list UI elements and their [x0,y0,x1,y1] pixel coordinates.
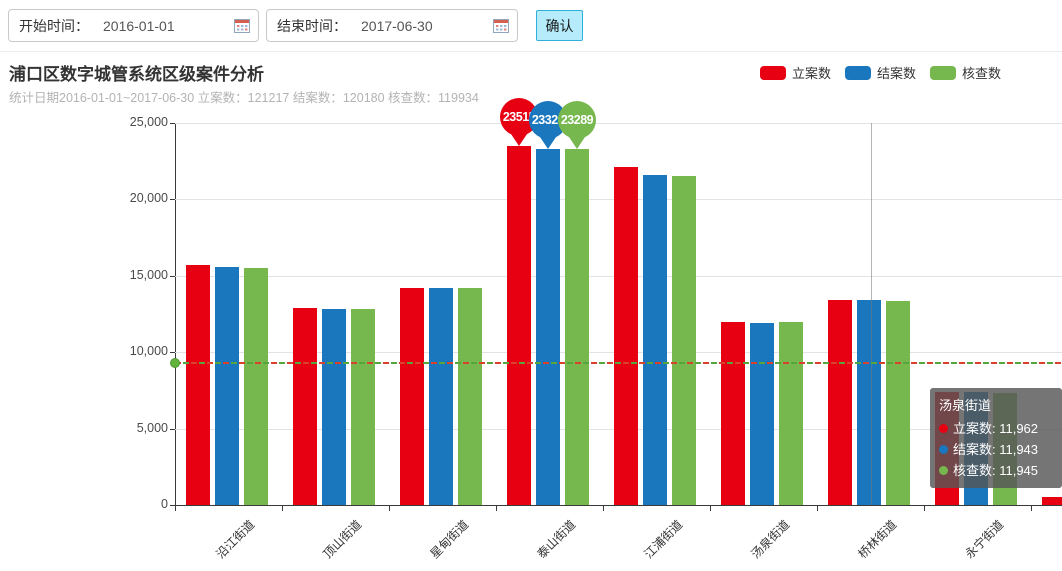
pin-value-label: 23289 [558,101,596,140]
x-axis-category-label: 汤泉街道 [747,517,792,562]
legend-label: 核查数 [962,66,1002,81]
legend-item-jie-an[interactable]: 结案数 [845,63,916,82]
bar[interactable] [215,267,239,505]
bar[interactable] [351,309,375,505]
y-axis-tick [170,352,175,354]
page-title: 浦口区数字城管系统区级案件分析 [9,65,264,84]
calendar-icon[interactable] [234,18,250,33]
y-axis-tick-label: 0 [161,497,168,511]
x-axis-tick [924,506,925,511]
y-axis-tick [170,505,175,506]
bar[interactable] [721,322,745,505]
x-axis-category-label: 桥林街道 [854,517,899,562]
tooltip-series-dot [939,424,948,433]
average-line [175,361,1062,364]
bar[interactable] [400,287,424,505]
bar[interactable] [244,267,268,505]
bar[interactable] [614,166,638,505]
x-axis-category-label: 永宁街道 [961,517,1006,562]
bar[interactable] [186,265,210,505]
chart-tooltip: 汤泉街道 立案数: 11,962 结案数: 11,943 核查数: 11,945 [930,388,1062,488]
bar[interactable] [429,288,453,505]
end-time-field[interactable]: 结束时间： 2017-06-30 [266,9,518,42]
max-value-pin: 23326 [529,100,567,149]
gridline [175,123,1062,124]
bar[interactable] [293,307,317,505]
legend-label: 结案数 [877,66,917,81]
bar[interactable] [643,174,667,505]
bar[interactable] [507,145,531,505]
y-axis-tick-label: 25,000 [129,115,168,129]
y-axis-tick-label: 20,000 [129,191,168,206]
x-axis-tick [817,506,818,511]
x-axis-category-label: 顶山街道 [319,517,364,562]
crosshair-line [871,123,872,505]
legend-item-he-cha[interactable]: 核查数 [930,63,1001,82]
x-axis-category-label: 星甸街道 [426,517,471,562]
bar[interactable] [886,300,910,505]
y-axis-tick-label: 10,000 [129,344,168,359]
tooltip-title: 汤泉街道 [939,398,992,413]
legend-swatch-red [760,65,786,80]
bar[interactable] [458,288,482,505]
x-axis-tick [1031,506,1032,511]
bar[interactable] [322,308,346,505]
x-axis-tick [389,506,390,511]
bar[interactable] [857,300,881,505]
tooltip-row: 结案数: 11,943 [939,439,1053,460]
confirm-button[interactable]: 确认 [536,10,583,41]
bar[interactable] [750,322,774,505]
calendar-icon[interactable] [493,18,509,33]
start-time-label: 开始时间： [19,17,89,34]
x-axis-category-label: 江浦街道 [640,517,685,562]
end-time-label: 结束时间： [277,17,347,34]
max-value-pin: 23289 [558,101,596,150]
x-axis-tick [603,506,604,511]
bar[interactable] [565,149,589,505]
end-time-value[interactable]: 2017-06-30 [361,17,433,34]
y-axis-tick [170,275,175,277]
x-axis-category-label: 沿江街道 [212,517,257,562]
average-line-dot [170,357,180,368]
bar[interactable] [536,148,560,505]
start-time-value[interactable]: 2016-01-01 [103,17,175,34]
page-subtitle: 统计日期2016-01-01~2017-06-30 立案数：121217 结案数… [9,91,479,105]
y-axis-tick-label: 15,000 [129,267,168,282]
y-axis-line [175,123,176,506]
chart-legend: 立案数 结案数 核查数 [760,63,1001,82]
tooltip-row: 立案数: 11,962 [939,418,1053,439]
x-axis-tick [710,506,711,511]
pin-value-label: 23326 [529,100,567,139]
legend-label: 立案数 [792,66,832,81]
legend-swatch-blue [845,65,872,80]
toolbar: 开始时间： 2016-01-01 结束时间： 2017-06-30 确认 [0,0,1062,52]
start-time-field[interactable]: 开始时间： 2016-01-01 [8,9,259,42]
y-axis-tick [170,123,175,124]
tooltip-series-dot [939,445,948,454]
x-axis-tick [282,506,283,511]
bar[interactable] [672,175,696,505]
x-axis-category-label: 泰山街道 [533,517,578,562]
legend-swatch-green [930,65,957,80]
x-axis-tick [496,506,497,511]
bar[interactable] [779,322,803,505]
x-axis-tick [175,506,176,511]
tooltip-series-dot [939,466,948,475]
y-axis-tick-label: 5,000 [136,420,168,435]
bar-chart-area: 0 5,000 10,000 15,000 20,000 25,000 沿江街道 顶山街道 星甸… [0,97,1062,571]
legend-item-li-an[interactable]: 立案数 [760,63,831,82]
tooltip-row: 核查数: 11,945 [939,460,1053,481]
y-axis-tick [170,428,175,430]
x-axis-line [175,505,1062,506]
y-axis-tick [170,199,175,201]
bar[interactable] [1042,496,1062,505]
bar[interactable] [828,299,852,505]
